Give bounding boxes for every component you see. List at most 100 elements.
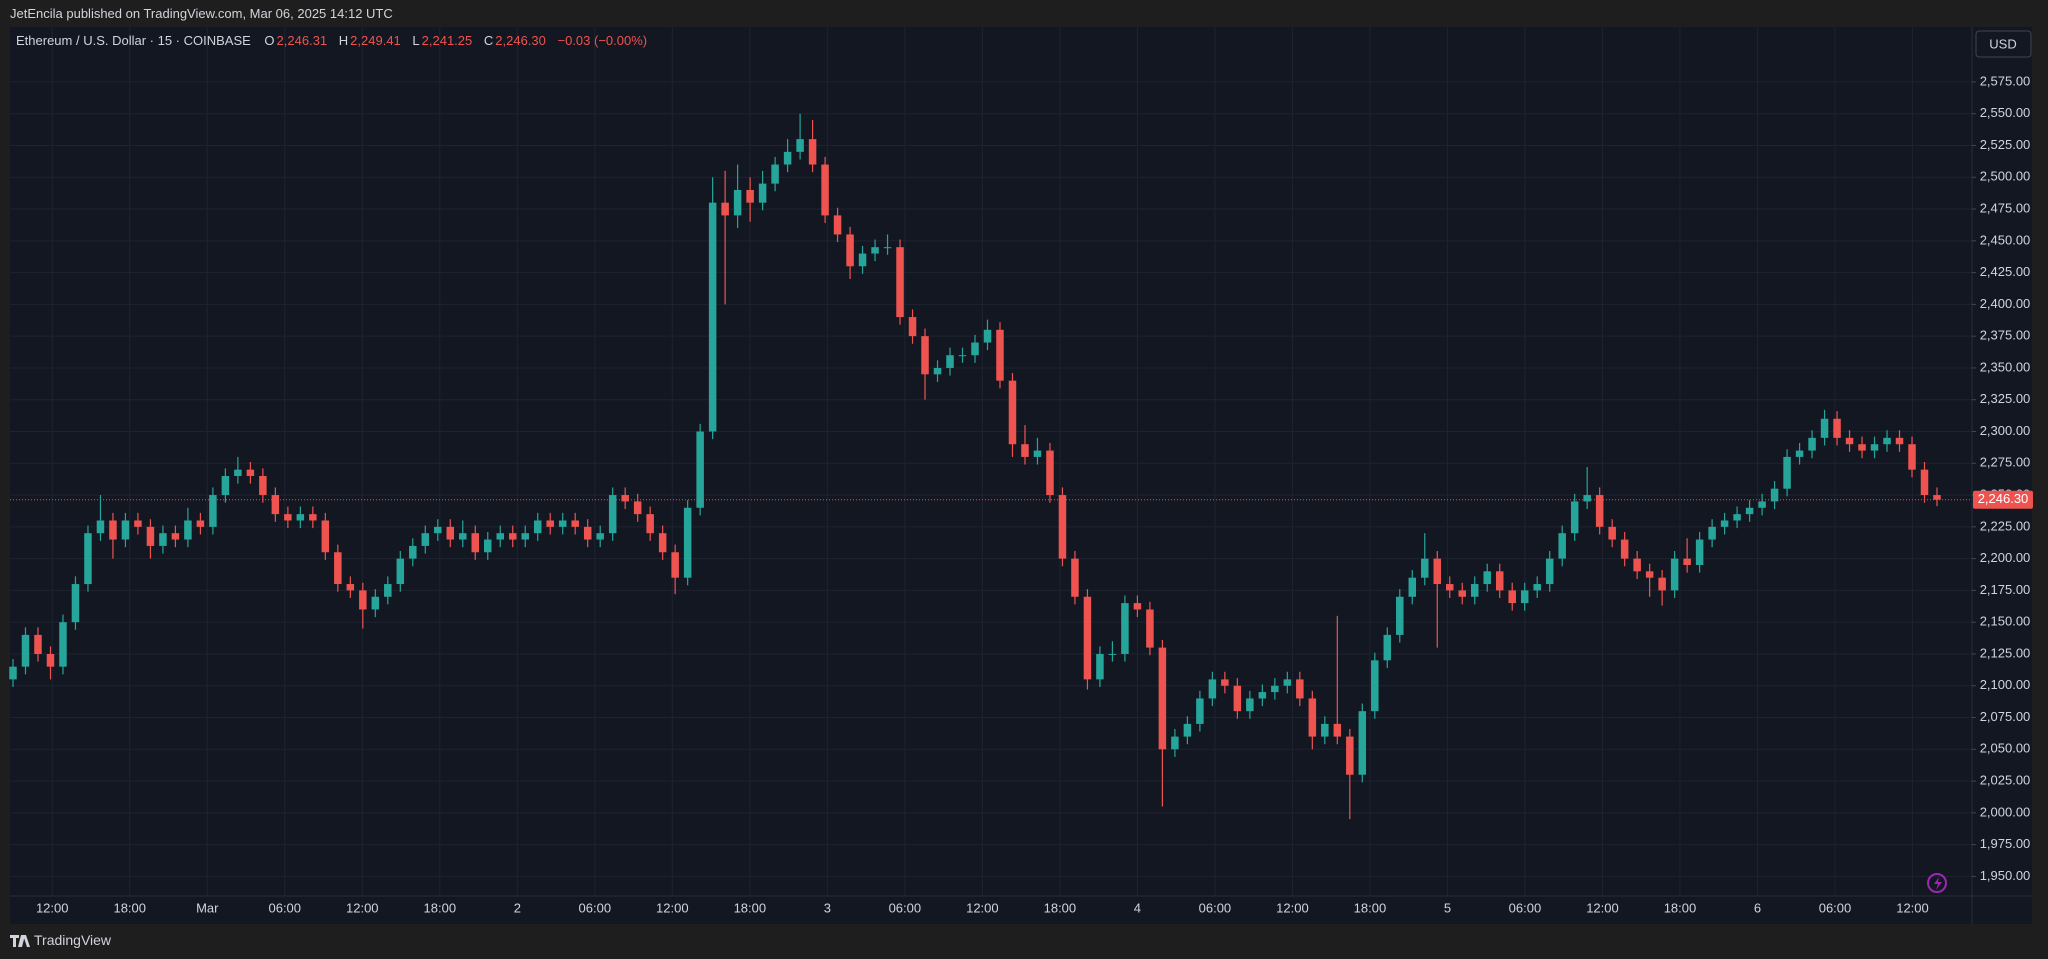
candle-body — [1221, 679, 1229, 686]
candle-body — [1408, 577, 1417, 597]
candle-body — [271, 495, 280, 515]
candle-body — [1258, 692, 1267, 699]
legend: Ethereum / U.S. Dollar · 15 · COINBASE O… — [16, 33, 655, 48]
candle-body — [1171, 736, 1179, 750]
y-tick-label: 2,300.00 — [1980, 423, 2031, 438]
candle-body — [1545, 558, 1554, 585]
candle-body — [1483, 571, 1491, 585]
candle-body — [1508, 590, 1516, 604]
candle-body — [434, 526, 442, 534]
candle-body — [1670, 558, 1679, 591]
x-tick-label: 12:00 — [1896, 900, 1929, 915]
candle-body — [546, 520, 554, 527]
candle-body — [446, 526, 455, 540]
candle-body — [633, 501, 642, 515]
candle-body — [1233, 685, 1242, 712]
x-tick-label: 4 — [1134, 900, 1141, 915]
candle-body — [733, 189, 742, 216]
candle-body — [1895, 437, 1904, 445]
candle-body — [1470, 584, 1479, 597]
candle-body — [1321, 723, 1329, 737]
candle-body — [1208, 679, 1217, 699]
candle-body — [421, 533, 430, 546]
c-value: 2,246.30 — [495, 33, 546, 48]
candle-body — [671, 552, 679, 578]
y-tick-label: 1,950.00 — [1980, 868, 2031, 883]
candle-body — [596, 533, 604, 540]
candle-body — [1121, 603, 1129, 654]
candle-body — [958, 355, 967, 357]
y-tick-label: 2,150.00 — [1980, 614, 2031, 629]
x-tick-label: 12:00 — [1276, 900, 1309, 915]
x-tick-label: 18:00 — [734, 900, 767, 915]
candle-body — [1183, 723, 1192, 737]
y-tick-label: 2,200.00 — [1980, 550, 2031, 565]
candle-body — [1808, 437, 1816, 451]
candle-body — [1745, 507, 1754, 515]
candle-body — [1570, 501, 1579, 534]
x-tick-label: 5 — [1444, 900, 1451, 915]
candle-body — [1133, 603, 1142, 610]
y-tick-label: 2,575.00 — [1980, 73, 2031, 88]
candle-body — [71, 584, 80, 623]
candle-body — [1558, 533, 1566, 559]
candle-body — [1908, 444, 1916, 470]
grid — [10, 27, 1972, 896]
candle-body — [1346, 736, 1354, 775]
candle-body — [1308, 698, 1317, 737]
candle-body — [1396, 596, 1404, 635]
l-label: L — [412, 33, 420, 48]
candle-body — [1421, 558, 1429, 578]
y-tick-label: 2,350.00 — [1980, 359, 2031, 374]
candle-body — [1658, 577, 1666, 591]
candle-body — [1108, 653, 1117, 655]
assistant-icon[interactable] — [1927, 873, 1947, 893]
candle-body — [971, 342, 979, 356]
symbol: Ethereum / U.S. Dollar · 15 · COINBASE — [16, 33, 251, 48]
candle-body — [296, 514, 305, 521]
candle-body — [646, 514, 654, 534]
x-tick-label: 06:00 — [889, 900, 922, 915]
candle-body — [1146, 609, 1154, 648]
candle-body — [1458, 590, 1466, 597]
candle-body — [1096, 653, 1104, 680]
currency-box[interactable] — [1975, 30, 2032, 58]
candle-body — [34, 634, 42, 654]
candle-body — [783, 151, 792, 165]
candle-body — [96, 520, 105, 534]
y-tick-label: 2,475.00 — [1980, 200, 2031, 215]
o-value: 2,246.31 — [276, 33, 328, 48]
candle-body — [908, 317, 917, 337]
candle-body — [496, 533, 504, 540]
candle-body — [808, 139, 817, 165]
publisher: JetEncila published on TradingView.com, … — [10, 6, 393, 21]
candle-body — [121, 520, 130, 540]
candle-body — [259, 475, 267, 496]
candle-body — [758, 183, 767, 203]
y-tick-label: 2,175.00 — [1980, 582, 2031, 597]
candle-body — [484, 539, 492, 553]
candle-body — [846, 234, 854, 267]
candle-body — [459, 533, 467, 540]
y-tick-label: 2,000.00 — [1980, 804, 2031, 819]
y-tick-label: 2,075.00 — [1980, 709, 2031, 724]
l-value: 2,241.25 — [421, 33, 473, 48]
candle-body — [59, 622, 67, 667]
candle-body — [46, 653, 55, 667]
x-tick-label: 18:00 — [1354, 900, 1387, 915]
candle-body — [796, 139, 804, 152]
x-tick-label: 12:00 — [36, 900, 69, 915]
y-tick-label: 2,125.00 — [1980, 645, 2031, 660]
x-tick-label: 12:00 — [966, 900, 999, 915]
y-tick-label: 2,400.00 — [1980, 296, 2031, 311]
candle-body — [1008, 380, 1017, 445]
candle-body — [1758, 501, 1766, 508]
candle-body — [1071, 558, 1079, 597]
x-tick-label: 06:00 — [1509, 900, 1542, 915]
candle-body — [521, 533, 529, 540]
candle-body — [1533, 584, 1541, 591]
candle-body — [209, 495, 217, 527]
candle-body — [1083, 596, 1092, 680]
candle-body — [1033, 450, 1042, 457]
